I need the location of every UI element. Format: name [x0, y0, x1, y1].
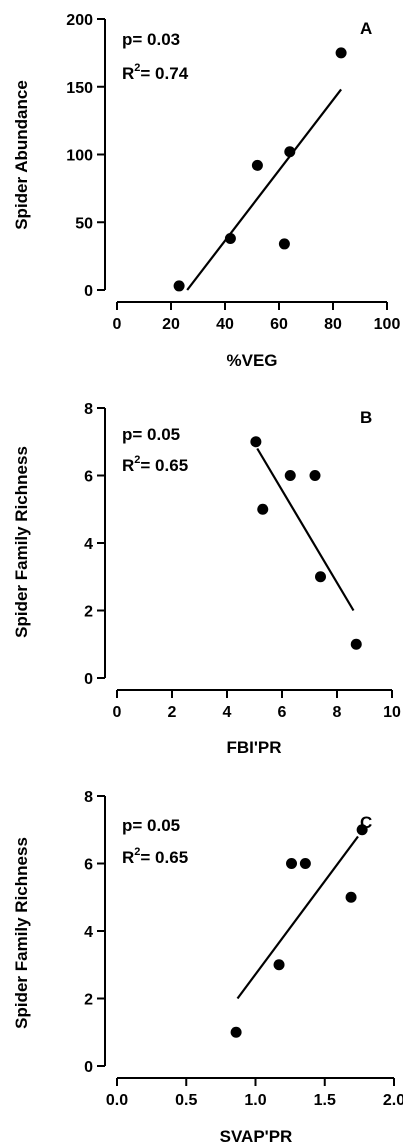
panel-b-y-tick-label: 6	[84, 469, 93, 486]
panel-c-y-axis-label: Spider Family Richness	[12, 837, 31, 1029]
panel-c-regression-line	[236, 835, 359, 1000]
panel-a-x-tick-label: 40	[216, 316, 234, 333]
panel-a: 0 50 100 150 200 0 20 40 60 80 100 p= 0.03 R2= 0.7…	[12, 12, 400, 370]
panel-b-data-point	[257, 503, 269, 515]
panel-a-p-value: p= 0.03	[122, 30, 180, 49]
panel-c-r-squared: R2= 0.65	[122, 846, 188, 867]
panel-c-x-tick-label: 1.5	[314, 1092, 336, 1109]
panel-b-x-tick-label: 8	[333, 704, 342, 721]
panel-a-y-axis-label: Spider Abundance	[12, 80, 31, 230]
panel-c-data-point	[230, 1026, 242, 1038]
panel-c-x-tick-label: 0.0	[106, 1092, 128, 1109]
panel-b-plot: 0 2 4 6 8 0 2 4 6 8 10	[84, 401, 401, 721]
panel-c-data-point	[286, 858, 298, 869]
panel-c-y-tick-label: 0	[84, 1059, 93, 1076]
panel-a-data-point	[173, 280, 185, 292]
panel-a-data-point	[278, 238, 290, 250]
panel-b-data-point	[350, 638, 362, 650]
panel-b-y-axis-label: Spider Family Richness	[12, 446, 31, 638]
panel-c-data-point	[299, 858, 311, 869]
panel-a-x-tick-label: 100	[374, 316, 401, 333]
panel-b-r-squared: R2= 0.65	[122, 454, 188, 475]
panel-a-x-tick-label: 60	[270, 316, 288, 333]
panel-a-regression-line	[186, 88, 342, 291]
panel-b: 0 2 4 6 8 0 2 4 6 8 10 p= 0.05 R2= 0.65 B FBI'PR S…	[12, 401, 401, 757]
panel-c-x-tick-label: 2.0	[383, 1092, 403, 1109]
panel-b-x-tick-label: 0	[113, 704, 122, 721]
panel-a-x-tick-label: 0	[113, 316, 122, 333]
panel-a-y-tick-label: 100	[66, 148, 93, 165]
panel-b-data-point	[309, 470, 321, 481]
panel-b-data-point	[315, 571, 326, 583]
panel-c-data-point	[356, 824, 368, 836]
panel-c-letter: C	[360, 813, 372, 832]
panel-c-y-tick-label: 4	[84, 924, 93, 941]
panel-c-x-tick-label: 0.5	[175, 1092, 197, 1109]
panel-c-y-tick-label: 8	[84, 789, 93, 806]
panel-c-y-tick-label: 6	[84, 857, 93, 874]
panel-a-y-tick-label: 200	[66, 12, 93, 29]
panel-b-x-tick-label: 4	[223, 704, 232, 721]
panel-b-x-tick-label: 6	[278, 704, 287, 721]
panel-c-data-point	[273, 959, 285, 971]
panel-a-x-tick-label: 80	[324, 316, 342, 333]
panel-b-y-tick-label: 8	[84, 401, 93, 418]
panel-a-x-axis-label: %VEG	[226, 351, 277, 370]
panel-b-p-value: p= 0.05	[122, 425, 180, 444]
panel-b-letter: B	[360, 408, 372, 427]
panel-c-x-axis-label: SVAP'PR	[220, 1127, 293, 1146]
panel-c-y-tick-label: 2	[84, 992, 93, 1009]
panel-c-p-value: p= 0.05	[122, 816, 180, 835]
panel-b-y-tick-label: 2	[84, 604, 93, 621]
panel-a-data-point	[251, 159, 263, 171]
panel-b-x-tick-label: 2	[168, 704, 177, 721]
panel-a-y-tick-label: 150	[66, 80, 93, 97]
panel-a-plot: 0 50 100 150 200 0 20 40 60 80 100	[66, 12, 400, 333]
panel-b-regression-line	[256, 447, 355, 612]
panel-c-plot: 0 2 4 6 8 0.0 0.5 1.0 1.5 2.0	[84, 789, 403, 1109]
panel-a-letter: A	[360, 19, 372, 38]
panel-a-data-point	[284, 146, 296, 158]
panel-a-r-squared: R2= 0.74	[122, 62, 189, 83]
panel-b-x-tick-label: 10	[383, 704, 401, 721]
panel-c-x-tick-label: 1.0	[244, 1092, 266, 1109]
panel-a-x-tick-label: 20	[162, 316, 180, 333]
panel-c-data-point	[345, 891, 357, 903]
panel-b-y-tick-label: 0	[84, 671, 93, 688]
panel-b-y-tick-label: 4	[84, 536, 93, 553]
panel-a-y-tick-label: 0	[84, 283, 93, 300]
panel-a-y-tick-label: 50	[75, 215, 93, 232]
panel-b-data-point	[250, 436, 262, 448]
panel-b-data-point	[284, 470, 296, 481]
panel-a-data-point	[224, 233, 236, 245]
panel-b-x-axis-label: FBI'PR	[226, 738, 281, 757]
panel-a-data-point	[335, 47, 347, 59]
